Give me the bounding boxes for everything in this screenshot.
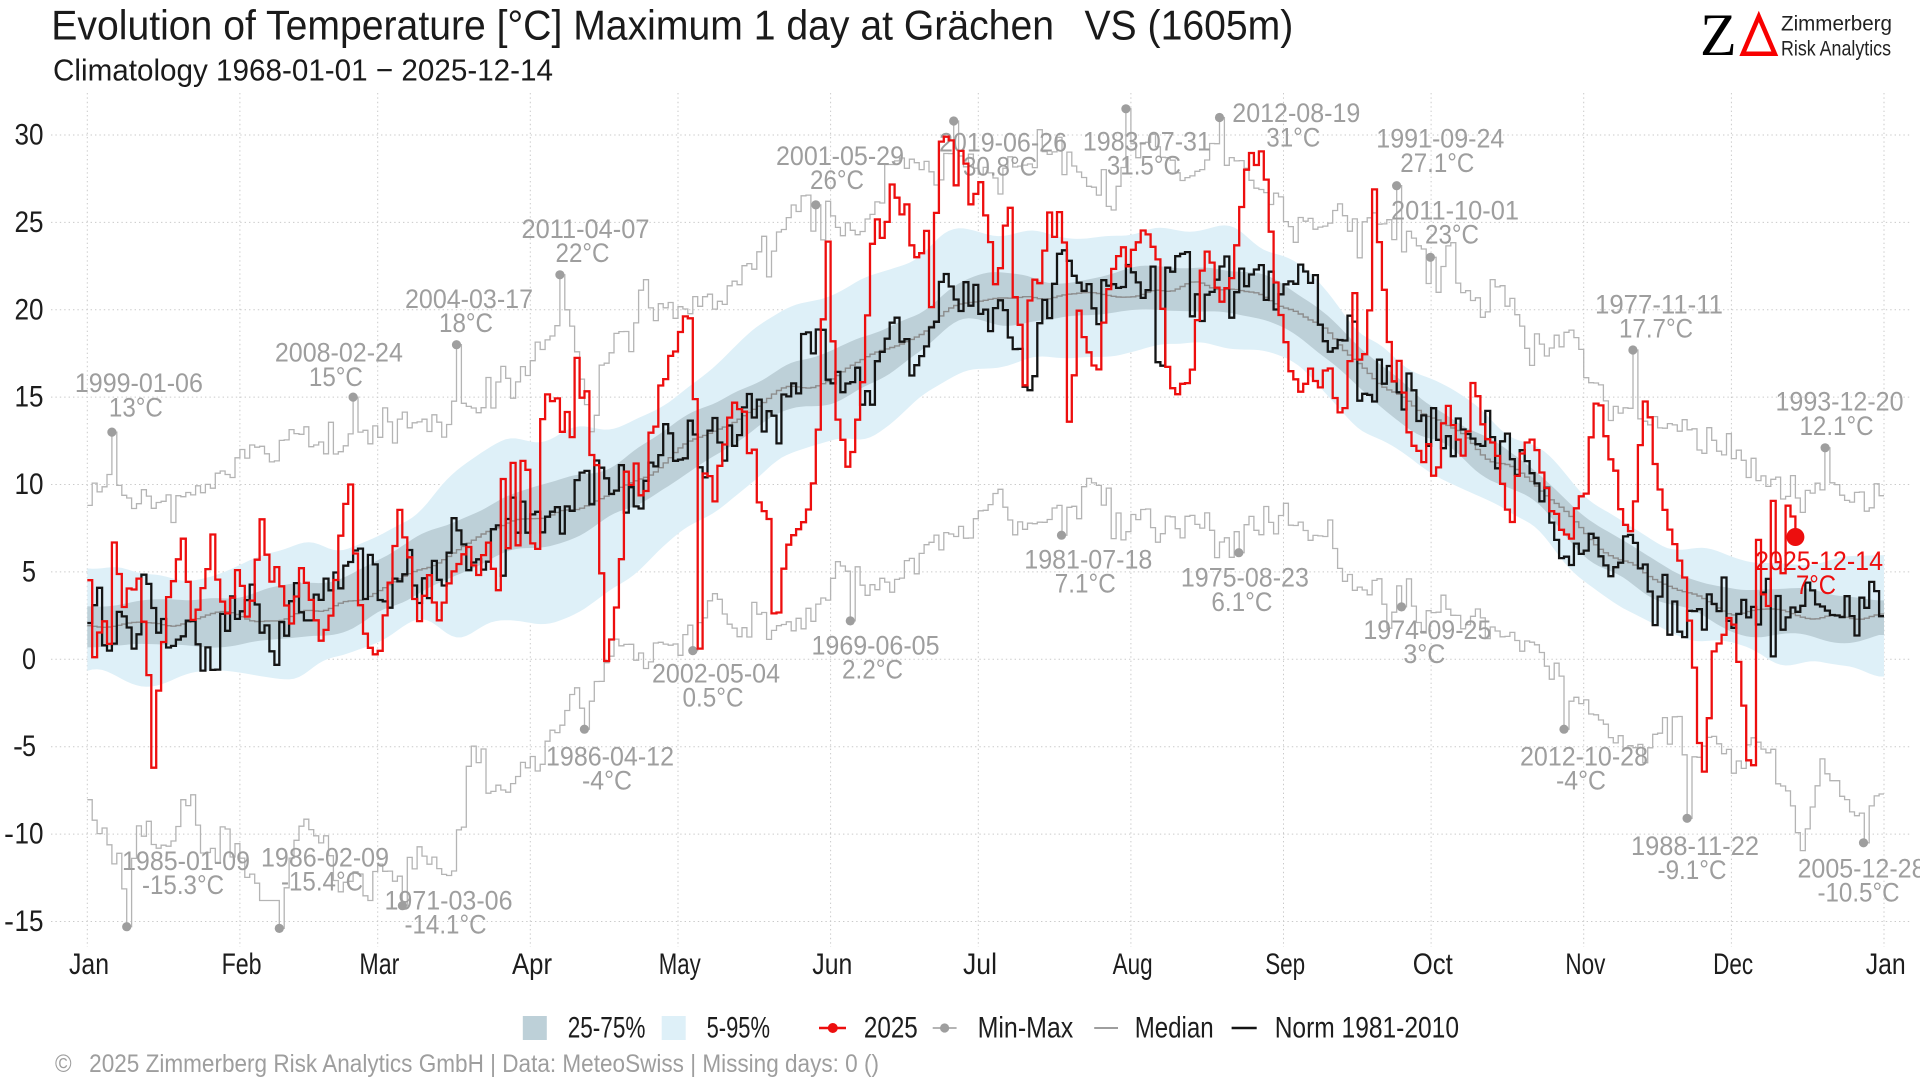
svg-text:1999-01-06: 1999-01-06 bbox=[75, 368, 203, 398]
svg-text:1981-07-18: 1981-07-18 bbox=[1024, 544, 1152, 574]
svg-text:© 2025 Zimmerberg Risk Analyt: © 2025 Zimmerberg Risk Analytics GmbH | … bbox=[55, 1050, 879, 1078]
svg-text:0: 0 bbox=[22, 643, 36, 676]
svg-text:25: 25 bbox=[15, 206, 44, 239]
svg-text:1971-03-06: 1971-03-06 bbox=[385, 885, 513, 915]
svg-text:-: - bbox=[4, 818, 14, 851]
svg-text:Jul: Jul bbox=[963, 948, 997, 981]
svg-text:2004-03-17: 2004-03-17 bbox=[405, 284, 533, 314]
svg-text:2025-12-14: 2025-12-14 bbox=[1755, 546, 1883, 576]
svg-text:Apr: Apr bbox=[512, 948, 552, 981]
svg-text:1991-09-24: 1991-09-24 bbox=[1376, 124, 1504, 154]
svg-text:2001-05-29: 2001-05-29 bbox=[776, 141, 904, 171]
svg-text:5-95%: 5-95% bbox=[707, 1012, 770, 1045]
svg-text:31°C: 31°C bbox=[1266, 123, 1320, 153]
svg-text:18°C: 18°C bbox=[439, 308, 493, 338]
svg-text:Aug: Aug bbox=[1113, 948, 1153, 981]
svg-text:2011-10-01: 2011-10-01 bbox=[1391, 195, 1519, 225]
svg-text:Oct: Oct bbox=[1413, 948, 1454, 981]
svg-text:-: - bbox=[13, 730, 23, 763]
svg-text:1993-12-20: 1993-12-20 bbox=[1776, 387, 1904, 417]
svg-text:12.1°C: 12.1°C bbox=[1800, 411, 1874, 441]
svg-text:-4°C: -4°C bbox=[1556, 766, 1606, 796]
svg-text:6.1°C: 6.1°C bbox=[1211, 587, 1272, 617]
svg-text:-: - bbox=[4, 905, 14, 938]
svg-text:Dec: Dec bbox=[1713, 948, 1753, 981]
svg-text:May: May bbox=[659, 948, 701, 981]
svg-text:30: 30 bbox=[15, 119, 44, 152]
svg-text:27.1°C: 27.1°C bbox=[1400, 148, 1474, 178]
svg-text:Risk Analytics: Risk Analytics bbox=[1781, 38, 1891, 61]
svg-text:-15.3°C: -15.3°C bbox=[142, 870, 224, 900]
svg-text:1988-11-22: 1988-11-22 bbox=[1631, 831, 1759, 861]
svg-text:2012-08-19: 2012-08-19 bbox=[1232, 98, 1360, 128]
svg-text:-9.1°C: -9.1°C bbox=[1658, 855, 1727, 885]
svg-text:0.5°C: 0.5°C bbox=[683, 683, 744, 713]
svg-text:1986-04-12: 1986-04-12 bbox=[546, 741, 674, 771]
svg-text:15: 15 bbox=[15, 905, 44, 938]
svg-text:31.5°C: 31.5°C bbox=[1107, 151, 1181, 181]
svg-text:1977-11-11: 1977-11-11 bbox=[1595, 289, 1723, 319]
svg-text:Jan: Jan bbox=[1866, 948, 1906, 981]
svg-text:2011-04-07: 2011-04-07 bbox=[522, 214, 650, 244]
svg-text:15: 15 bbox=[15, 381, 44, 414]
svg-text:2005-12-28: 2005-12-28 bbox=[1798, 853, 1920, 883]
svg-text:17.7°C: 17.7°C bbox=[1619, 314, 1693, 344]
svg-text:Median: Median bbox=[1135, 1012, 1214, 1045]
svg-text:Z: Z bbox=[1700, 2, 1737, 68]
svg-text:2002-05-04: 2002-05-04 bbox=[652, 658, 780, 688]
svg-text:Jan: Jan bbox=[69, 948, 109, 981]
svg-text:30.8°C: 30.8°C bbox=[963, 152, 1037, 182]
svg-text:7°C: 7°C bbox=[1796, 570, 1836, 600]
svg-text:7.1°C: 7.1°C bbox=[1055, 569, 1116, 599]
svg-text:22°C: 22°C bbox=[556, 238, 610, 268]
svg-text:5: 5 bbox=[22, 555, 36, 588]
svg-text:Nov: Nov bbox=[1565, 948, 1605, 981]
svg-text:Evolution of Temperature [°C]: Evolution of Temperature [°C] Maximum 1 … bbox=[51, 2, 1293, 49]
svg-text:13°C: 13°C bbox=[109, 392, 163, 422]
svg-text:1986-02-09: 1986-02-09 bbox=[261, 842, 389, 872]
svg-text:-15.4°C: -15.4°C bbox=[281, 867, 363, 897]
svg-text:10: 10 bbox=[15, 468, 44, 501]
svg-text:2019-06-26: 2019-06-26 bbox=[939, 127, 1067, 157]
svg-text:1974-09-25: 1974-09-25 bbox=[1363, 615, 1491, 645]
svg-text:Min-Max: Min-Max bbox=[978, 1012, 1074, 1045]
svg-text:2.2°C: 2.2°C bbox=[842, 655, 903, 685]
svg-text:-4°C: -4°C bbox=[582, 766, 632, 796]
svg-text:Climatology 1968-01-01 − 2025-: Climatology 1968-01-01 − 2025-12-14 bbox=[53, 52, 553, 87]
svg-text:1983-07-31: 1983-07-31 bbox=[1083, 126, 1211, 156]
svg-text:Jun: Jun bbox=[812, 948, 852, 981]
svg-text:1985-01-09: 1985-01-09 bbox=[122, 846, 250, 876]
svg-text:25-75%: 25-75% bbox=[568, 1012, 646, 1045]
svg-text:Sep: Sep bbox=[1265, 948, 1305, 981]
svg-text:10: 10 bbox=[15, 818, 44, 851]
svg-text:Feb: Feb bbox=[222, 948, 262, 981]
svg-text:-14.1°C: -14.1°C bbox=[405, 910, 487, 940]
svg-text:Mar: Mar bbox=[359, 948, 399, 981]
svg-text:-10.5°C: -10.5°C bbox=[1818, 878, 1900, 908]
svg-text:Zimmerberg: Zimmerberg bbox=[1781, 13, 1892, 36]
svg-text:15°C: 15°C bbox=[309, 362, 363, 392]
svg-text:1975-08-23: 1975-08-23 bbox=[1181, 563, 1309, 593]
svg-text:20: 20 bbox=[15, 293, 44, 326]
svg-text:5: 5 bbox=[22, 730, 36, 763]
svg-text:23°C: 23°C bbox=[1425, 220, 1479, 250]
svg-text:Norm 1981-2010: Norm 1981-2010 bbox=[1275, 1012, 1459, 1045]
svg-text:3°C: 3°C bbox=[1403, 639, 1445, 669]
svg-text:2012-10-28: 2012-10-28 bbox=[1520, 741, 1648, 771]
svg-text:2025: 2025 bbox=[864, 1012, 918, 1045]
svg-text:1969-06-05: 1969-06-05 bbox=[812, 630, 940, 660]
svg-text:26°C: 26°C bbox=[810, 165, 864, 195]
svg-text:2008-02-24: 2008-02-24 bbox=[275, 338, 403, 368]
